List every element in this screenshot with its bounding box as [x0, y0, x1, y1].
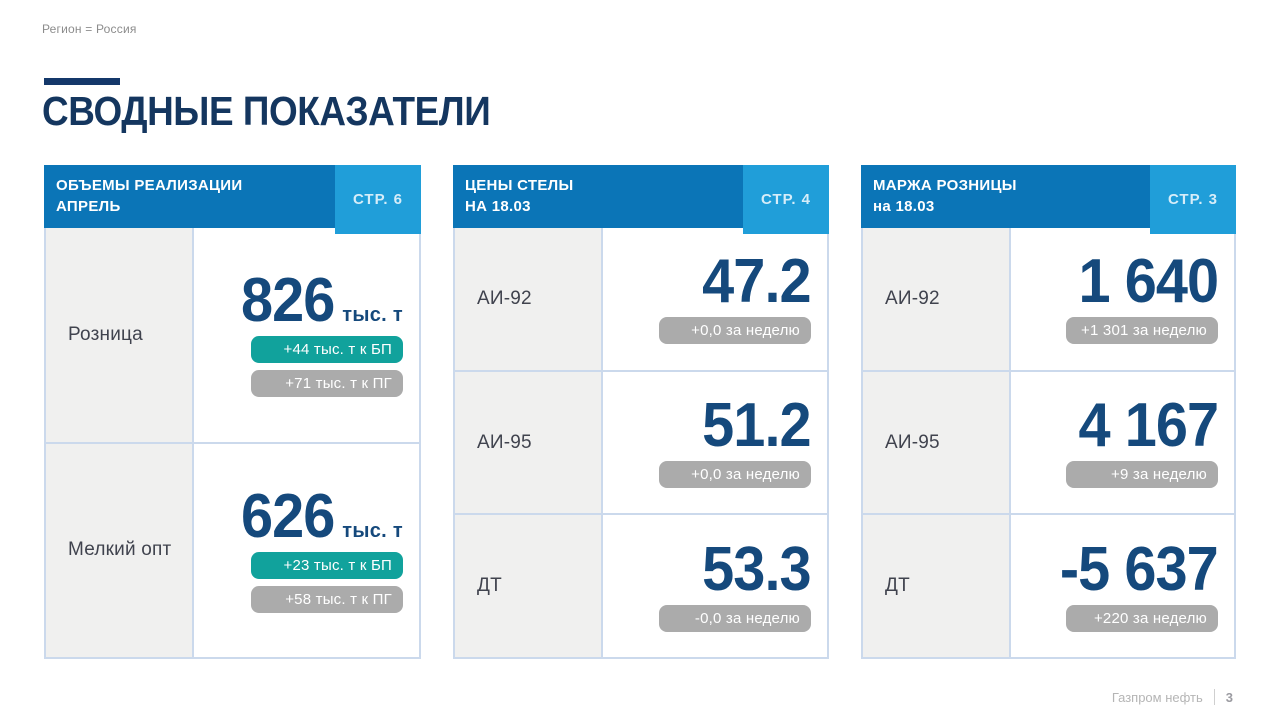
value-line: 626 тыс. т [234, 481, 403, 551]
page-ref-button-margin[interactable]: СТР. 3 [1150, 165, 1236, 234]
delta-badge-bp: +44 тыс. т к БП [251, 336, 403, 364]
kpi-unit: тыс. т [342, 519, 403, 542]
page-ref-button-volumes[interactable]: СТР. 6 [335, 165, 421, 234]
kpi-value: -5 637 [1060, 534, 1219, 604]
delta-badge-pg: +58 тыс. т к ПГ [251, 585, 403, 613]
row-label: Розница [46, 228, 194, 442]
footer-page-number: 3 [1225, 689, 1233, 705]
region-filter-label: Регион = Россия [42, 22, 137, 36]
kpi-cards-row: ОБЪЕМЫ РЕАЛИЗАЦИИ АПРЕЛЬ СТР. 6 Розница … [44, 165, 1236, 659]
kpi-row-ai92: АИ-92 1 640 +1 301 за неделю [863, 228, 1234, 372]
delta-badge-week: +0,0 за неделю [659, 461, 811, 489]
row-label: ДТ [455, 515, 603, 658]
row-label: ДТ [863, 515, 1011, 658]
kpi-row-ai95: АИ-95 4 167 +9 за неделю [863, 371, 1234, 516]
row-value-group: 626 тыс. т +23 тыс. т к БП +58 тыс. т к … [194, 444, 419, 658]
card-title-line2: НА 18.03 [465, 198, 531, 215]
row-value-group: 4 167 +9 за неделю [1011, 372, 1234, 514]
row-value-group: 53.3 -0,0 за неделю [603, 515, 827, 657]
card-body-margin: АИ-92 1 640 +1 301 за неделю АИ-95 4 167… [861, 228, 1236, 659]
kpi-unit: тыс. т [342, 304, 403, 327]
row-value-group: 1 640 +1 301 за неделю [1011, 228, 1234, 370]
row-label: АИ-95 [455, 371, 603, 514]
card-title-line1: ЦЕНЫ СТЕЛЫ [465, 177, 574, 194]
card-title-line2: на 18.03 [873, 198, 935, 215]
delta-badge-week: -0,0 за неделю [659, 604, 811, 632]
card-title-line1: ОБЪЕМЫ РЕАЛИЗАЦИИ [56, 177, 243, 194]
footer-brand: Газпром нефть [1111, 689, 1203, 705]
card-body-prices: АИ-92 47.2 +0,0 за неделю АИ-95 51.2 +0,… [453, 228, 829, 659]
kpi-row-dt: ДТ -5 637 +220 за неделю [863, 515, 1234, 658]
row-value-group: 51.2 +0,0 за неделю [603, 372, 827, 514]
kpi-value: 1 640 [1078, 247, 1219, 317]
row-value-group: 826 тыс. т +44 тыс. т к БП +71 тыс. т к … [194, 228, 419, 442]
kpi-value: 826 [240, 266, 335, 336]
page-ref-button-prices[interactable]: СТР. 4 [743, 165, 829, 234]
footer: Газпром нефть 3 [1112, 689, 1233, 705]
row-label: АИ-92 [863, 228, 1011, 370]
delta-badge-week: +1 301 за неделю [1066, 317, 1218, 345]
delta-badge-week: +9 за неделю [1066, 461, 1218, 489]
delta-badge-bp: +23 тыс. т к БП [251, 551, 403, 579]
row-value-group: -5 637 +220 за неделю [1011, 515, 1234, 657]
value-line: 826 тыс. т [234, 266, 403, 336]
row-label: АИ-92 [455, 228, 603, 370]
kpi-card-prices: ЦЕНЫ СТЕЛЫ НА 18.03 СТР. 4 АИ-92 47.2 +0… [453, 165, 829, 659]
kpi-row-ai95: АИ-95 51.2 +0,0 за неделю [455, 371, 827, 516]
kpi-card-margin: МАРЖА РОЗНИЦЫ на 18.03 СТР. 3 АИ-92 1 64… [861, 165, 1236, 659]
delta-badge-week: +0,0 за неделю [659, 317, 811, 345]
kpi-value: 626 [240, 481, 335, 551]
kpi-row-roznica: Розница 826 тыс. т +44 тыс. т к БП +71 т… [46, 228, 419, 444]
footer-divider [1213, 689, 1215, 705]
kpi-value: 4 167 [1078, 390, 1219, 460]
delta-badge-pg: +71 тыс. т к ПГ [251, 370, 403, 398]
kpi-row-melkiy-opt: Мелкий опт 626 тыс. т +23 тыс. т к БП +5… [46, 443, 419, 658]
card-title-line1: МАРЖА РОЗНИЦЫ [873, 177, 1017, 194]
row-label: Мелкий опт [46, 443, 194, 657]
title-accent-bar [44, 78, 120, 85]
kpi-value: 47.2 [702, 247, 811, 317]
card-title-line2: АПРЕЛЬ [56, 198, 121, 215]
row-label: АИ-95 [863, 371, 1011, 514]
row-value-group: 47.2 +0,0 за неделю [603, 228, 827, 370]
kpi-value: 53.3 [702, 534, 811, 604]
card-body-volumes: Розница 826 тыс. т +44 тыс. т к БП +71 т… [44, 228, 421, 659]
page-title: СВОДНЫЕ ПОКАЗАТЕЛИ [42, 88, 491, 134]
kpi-row-dt: ДТ 53.3 -0,0 за неделю [455, 515, 827, 658]
kpi-card-volumes: ОБЪЕМЫ РЕАЛИЗАЦИИ АПРЕЛЬ СТР. 6 Розница … [44, 165, 421, 659]
delta-badge-week: +220 за неделю [1066, 604, 1218, 632]
kpi-value: 51.2 [702, 390, 811, 460]
kpi-row-ai92: АИ-92 47.2 +0,0 за неделю [455, 228, 827, 372]
